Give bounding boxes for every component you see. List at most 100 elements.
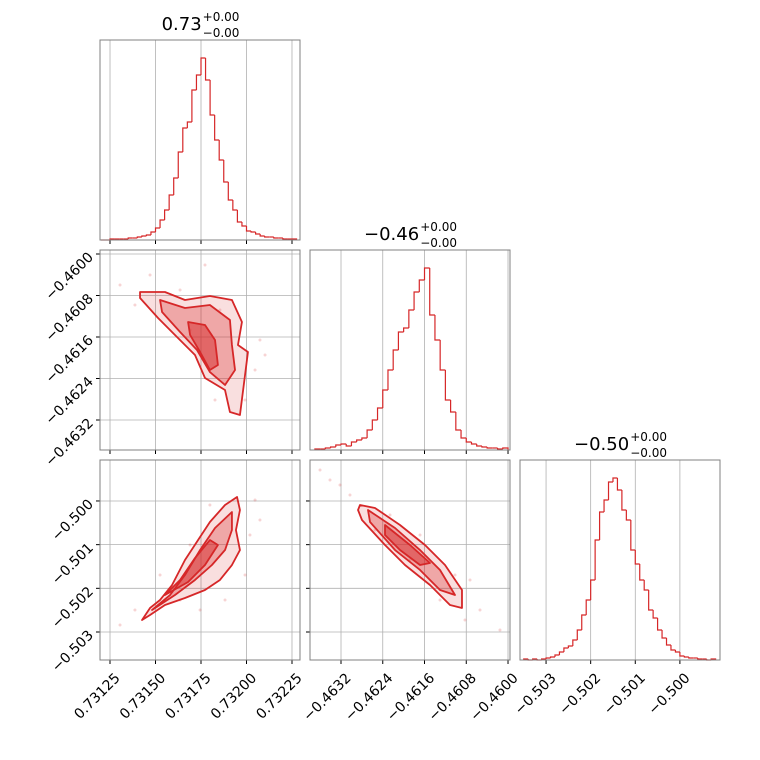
histogram-step	[502, 447, 509, 450]
histogram-step	[195, 74, 202, 90]
histogram-step	[182, 127, 188, 152]
histogram-step	[186, 121, 192, 128]
sample-point	[468, 578, 472, 582]
histogram-step	[356, 439, 362, 442]
histogram-step	[177, 151, 183, 178]
histogram-step	[227, 182, 233, 201]
histogram-step	[214, 115, 220, 141]
histogram-step	[232, 200, 238, 211]
panel-frame	[309, 459, 511, 661]
panel-frame	[99, 249, 301, 451]
histogram-step	[168, 194, 174, 210]
histogram-step	[173, 177, 179, 195]
histogram-step	[150, 231, 156, 235]
histogram-step	[545, 657, 551, 659]
histogram-step	[603, 499, 609, 512]
panel-title: −0.50	[574, 434, 629, 455]
title-lower: −0.00	[630, 446, 667, 460]
panel: −0.46 +0.00 −0.00	[309, 220, 511, 454]
histogram-step	[470, 442, 477, 445]
histogram-step	[127, 237, 133, 239]
histogram-step	[429, 268, 435, 316]
histogram-step	[670, 645, 676, 651]
histogram-step	[567, 645, 573, 648]
histogram-step	[439, 340, 446, 371]
panel-frame	[99, 39, 301, 241]
histogram-step	[665, 638, 671, 646]
histogram-step	[200, 57, 206, 75]
histogram-step	[159, 219, 165, 228]
histogram-step	[408, 309, 415, 328]
histogram-step	[366, 429, 373, 438]
histogram-step	[236, 210, 242, 223]
histogram-step	[141, 235, 147, 237]
sample-point	[148, 273, 152, 277]
histogram-step	[191, 89, 197, 122]
histogram-step	[145, 234, 151, 236]
histogram-step	[656, 618, 663, 631]
sample-point	[318, 468, 322, 472]
histogram-step	[154, 227, 161, 232]
sample-point	[263, 353, 267, 357]
title-upper: +0.00	[203, 10, 240, 24]
title-upper: +0.00	[630, 430, 667, 444]
histogram-step	[264, 236, 270, 238]
sample-point	[478, 608, 482, 612]
histogram-step	[634, 550, 640, 565]
sample-point	[258, 338, 262, 342]
histogram-step	[486, 447, 493, 449]
sample-point	[463, 618, 467, 622]
sample-point	[223, 598, 227, 602]
title-lower: −0.00	[420, 236, 457, 250]
sample-point	[258, 518, 262, 522]
histogram-step	[403, 327, 409, 332]
histogram-step	[218, 140, 224, 161]
sample-point	[118, 283, 122, 287]
histogram-step	[434, 315, 441, 341]
histogram-step	[563, 647, 569, 652]
histogram-step	[350, 441, 357, 446]
histogram-step	[450, 400, 456, 413]
histogram-step	[259, 234, 265, 237]
sample-point	[208, 503, 212, 507]
histogram-step	[585, 599, 591, 615]
sample-point	[498, 628, 502, 632]
histogram-step	[688, 657, 694, 659]
sample-point	[243, 398, 247, 402]
sample-point	[118, 623, 122, 627]
panel-title: 0.73	[162, 14, 202, 35]
title-lower: −0.00	[203, 26, 240, 40]
histogram-step	[423, 267, 430, 280]
histogram-step	[371, 419, 378, 430]
histogram-step	[616, 478, 622, 491]
histogram-step	[558, 651, 564, 655]
histogram-step	[554, 654, 560, 657]
sample-point	[328, 478, 332, 482]
histogram-step	[661, 630, 667, 639]
histogram-step	[481, 446, 488, 448]
panel-frame	[99, 459, 301, 661]
histogram-step	[465, 438, 472, 443]
panel: 0.73 +0.00 −0.00	[99, 10, 301, 244]
histogram-step	[639, 564, 645, 581]
sample-point	[453, 573, 457, 577]
histogram-step	[549, 656, 555, 658]
histogram-step	[679, 652, 685, 657]
histogram-step	[382, 389, 388, 408]
sample-point	[178, 288, 182, 292]
panel-frame	[519, 459, 721, 661]
histogram-step	[652, 610, 658, 619]
histogram-step	[621, 490, 627, 511]
histogram-step	[496, 448, 503, 450]
histogram-step	[460, 430, 467, 439]
histogram-step	[136, 236, 142, 238]
sample-point	[188, 543, 192, 547]
sample-point	[133, 303, 137, 307]
histogram-step	[572, 639, 578, 646]
histogram-step	[273, 237, 279, 239]
histogram-step	[324, 447, 331, 449]
histogram-step	[607, 481, 613, 500]
panel-frame	[309, 249, 511, 451]
